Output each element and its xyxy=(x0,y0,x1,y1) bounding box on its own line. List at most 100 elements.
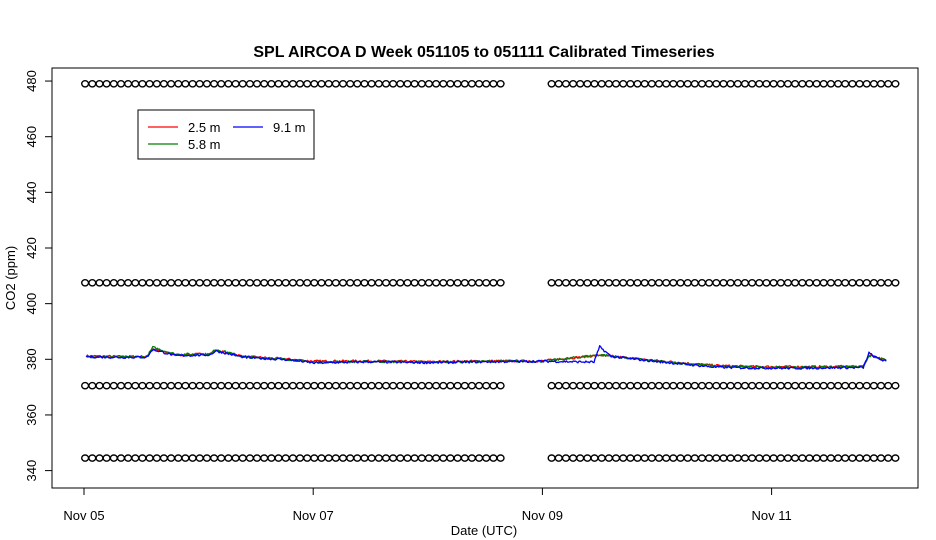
calibration-marker xyxy=(662,381,671,390)
calibration-marker xyxy=(131,80,140,88)
calibration-marker xyxy=(547,80,556,88)
calibration-marker xyxy=(317,80,326,88)
calibration-marker xyxy=(181,80,190,88)
calibration-marker xyxy=(210,454,219,462)
calibration-marker xyxy=(317,454,326,462)
calibration-marker xyxy=(683,454,692,462)
calibration-marker xyxy=(697,454,707,462)
calibration-marker xyxy=(410,381,419,390)
calibration-marker xyxy=(453,278,462,287)
calibration-marker xyxy=(826,454,836,462)
calibration-marker xyxy=(482,454,491,462)
calibration-marker xyxy=(295,381,305,390)
calibration-marker xyxy=(224,80,233,88)
calibration-marker xyxy=(317,278,326,287)
calibration-marker xyxy=(238,381,247,390)
calibration-marker xyxy=(805,381,814,390)
calibration-marker xyxy=(159,278,169,287)
calibration-marker xyxy=(331,278,340,287)
calibration-marker xyxy=(869,454,879,462)
calibration-marker xyxy=(568,80,578,88)
calibration-marker xyxy=(245,278,255,287)
calibration-marker xyxy=(676,454,685,462)
calibration-marker xyxy=(719,454,728,462)
calibration-marker xyxy=(554,278,563,287)
calibration-marker xyxy=(389,278,398,287)
calibration-marker xyxy=(783,80,793,88)
y-tick-label: 400 xyxy=(24,293,39,315)
calibration-marker xyxy=(210,278,219,287)
calibration-marker xyxy=(95,454,104,462)
calibration-marker xyxy=(138,278,147,287)
calibration-marker xyxy=(611,381,621,390)
calibration-marker xyxy=(260,381,269,390)
calibration-marker xyxy=(719,381,728,390)
calibration-marker xyxy=(776,80,785,88)
calibration-marker xyxy=(876,381,886,390)
calibration-marker xyxy=(131,278,140,287)
calibration-marker xyxy=(331,80,340,88)
calibration-marker xyxy=(633,278,642,287)
calibration-marker xyxy=(446,80,455,88)
calibration-marker xyxy=(224,278,233,287)
calibration-marker xyxy=(669,278,678,287)
calibration-marker xyxy=(619,80,628,88)
calibration-marker xyxy=(403,278,412,287)
calibration-marker xyxy=(819,80,828,88)
calibration-marker xyxy=(267,454,276,462)
calibration-marker xyxy=(683,278,692,287)
y-tick-label: 460 xyxy=(24,126,39,148)
calibration-marker xyxy=(417,278,426,287)
calibration-marker xyxy=(833,454,843,462)
calibration-marker xyxy=(576,278,585,287)
calibration-marker xyxy=(762,278,771,287)
calibration-marker xyxy=(432,381,441,390)
calibration-marker xyxy=(353,80,362,88)
calibration-marker xyxy=(88,454,97,462)
calibration-marker xyxy=(568,278,578,287)
calibration-marker xyxy=(417,80,426,88)
calibration-marker xyxy=(346,381,355,390)
calibration-marker xyxy=(195,278,204,287)
calibration-marker xyxy=(891,80,900,88)
calibration-marker xyxy=(231,381,240,390)
calibration-marker xyxy=(281,80,290,88)
calibration-marker xyxy=(281,381,290,390)
calibration-marker xyxy=(360,278,369,287)
calibration-marker xyxy=(891,381,900,390)
calibration-marker xyxy=(138,454,147,462)
calibration-marker xyxy=(188,381,197,390)
calibration-marker xyxy=(833,80,843,88)
calibration-marker xyxy=(374,454,383,462)
calibration-marker xyxy=(798,278,807,287)
calibration-marker xyxy=(467,454,477,462)
calibration-marker xyxy=(396,80,405,88)
calibration-marker xyxy=(619,381,628,390)
calibration-marker xyxy=(174,278,183,287)
calibration-marker xyxy=(798,381,807,390)
series-layer xyxy=(85,345,887,370)
calibration-marker xyxy=(619,278,628,287)
calibration-marker xyxy=(245,454,255,462)
calibration-marker xyxy=(245,381,255,390)
series-line-9-1-m xyxy=(85,345,887,370)
calibration-marker xyxy=(819,381,828,390)
y-axis: 340 360 380 400 420 440 460 480 xyxy=(24,70,53,481)
calibration-marker xyxy=(202,454,212,462)
calibration-marker xyxy=(80,278,90,287)
calibration-marker xyxy=(260,80,269,88)
calibration-marker xyxy=(704,381,714,390)
calibration-marker xyxy=(833,278,843,287)
calibration-marker xyxy=(496,80,505,88)
calibration-marker xyxy=(554,454,563,462)
calibration-marker xyxy=(884,80,893,88)
calibration-marker xyxy=(274,381,283,390)
calibration-marker xyxy=(783,454,793,462)
calibration-marker xyxy=(884,381,893,390)
calibration-marker xyxy=(453,80,462,88)
calibration-marker xyxy=(669,454,678,462)
calibration-marker xyxy=(210,80,219,88)
calibration-marker xyxy=(776,278,785,287)
calibration-marker xyxy=(381,80,391,88)
